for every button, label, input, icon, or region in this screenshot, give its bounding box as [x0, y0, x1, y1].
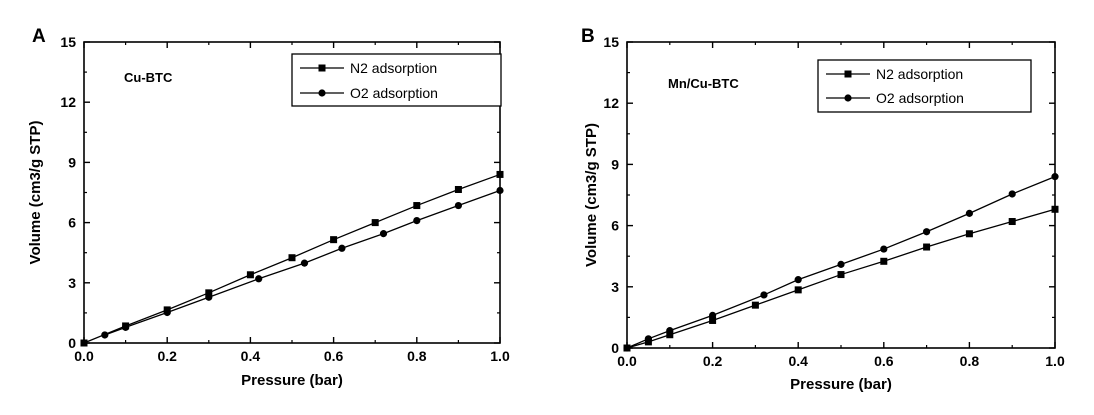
data-point — [496, 186, 504, 195]
y-tick-label: 12 — [603, 95, 619, 111]
legend-label: O2 adsorption — [876, 90, 964, 106]
x-tick-label: 1.0 — [490, 348, 510, 364]
data-point — [101, 331, 109, 339]
data-point — [454, 201, 462, 210]
data-point — [80, 339, 88, 347]
x-tick-label: 0.4 — [788, 353, 808, 369]
data-point — [644, 335, 653, 343]
x-axis-title: Pressure (bar) — [790, 376, 892, 393]
data-point — [1008, 218, 1016, 226]
legend-label: N2 adsorption — [350, 60, 437, 76]
data-point — [205, 289, 213, 297]
y-tick-label: 6 — [611, 218, 619, 234]
data-point — [1051, 205, 1059, 213]
series-circle — [623, 173, 1059, 352]
data-point — [709, 311, 717, 319]
data-point — [760, 291, 768, 299]
chart-panel-b: 0.0 0.2 0.4 0.6 0.8 1.0 0 3 6 9 12 15 Pressure (bar)… — [581, 26, 1065, 393]
data-point — [837, 260, 845, 268]
x-tick-label: 1.0 — [1045, 353, 1065, 369]
data-point — [965, 209, 974, 217]
data-point — [454, 185, 462, 193]
x-tick-label: 0.6 — [324, 348, 344, 364]
data-point — [338, 244, 346, 252]
y-tick-label: 9 — [611, 156, 619, 172]
panel-letter: A — [32, 26, 46, 47]
data-point — [751, 301, 759, 309]
data-point — [880, 245, 888, 253]
y-axis-title: Volume (cm3/g STP) — [583, 123, 600, 267]
data-point — [379, 230, 388, 238]
data-point — [496, 170, 504, 178]
x-tick-label: 0.2 — [157, 348, 177, 364]
legend-label: N2 adsorption — [876, 66, 963, 82]
data-point — [163, 308, 171, 317]
series-square — [623, 205, 1059, 352]
x-tick-label: 0.8 — [407, 348, 427, 364]
sample-label: Cu-BTC — [124, 70, 173, 85]
panel-letter: B — [581, 26, 595, 47]
data-point — [794, 276, 802, 284]
data-point — [923, 243, 931, 251]
legend: N2 adsorption O2 adsorption — [291, 53, 502, 107]
series-circle — [101, 186, 504, 339]
legend-marker — [844, 70, 852, 78]
data-point — [288, 254, 296, 262]
data-point — [330, 236, 338, 244]
y-tick-label: 15 — [603, 34, 619, 50]
data-point — [623, 344, 631, 352]
x-axis-title: Pressure (bar) — [241, 372, 343, 389]
x-tick-label: 0.2 — [703, 353, 723, 369]
x-tick-label: 0.4 — [241, 348, 261, 364]
legend-box — [817, 59, 1032, 113]
y-axis-title: Volume (cm3/g STP) — [27, 121, 44, 265]
data-point — [794, 286, 802, 294]
data-point — [255, 275, 263, 283]
data-point — [709, 316, 717, 324]
data-point — [371, 219, 379, 227]
data-point — [666, 327, 674, 335]
legend-marker — [318, 89, 326, 97]
x-tick-label: 0.0 — [617, 353, 637, 369]
x-tick-label: 0.8 — [960, 353, 980, 369]
x-tick-label: 0.0 — [74, 348, 94, 364]
y-tick-label: 3 — [68, 275, 76, 291]
data-point — [300, 259, 309, 267]
data-point — [880, 257, 888, 265]
y-tick-label: 0 — [68, 335, 76, 351]
data-point — [923, 228, 931, 236]
data-point — [837, 271, 845, 279]
data-point — [205, 293, 213, 301]
data-point — [413, 216, 421, 225]
data-point — [122, 323, 130, 331]
y-tick-label: 9 — [68, 154, 76, 170]
data-point — [1008, 190, 1016, 198]
sample-label: Mn/Cu-BTC — [668, 76, 739, 91]
y-tick-label: 6 — [68, 215, 76, 231]
data-point — [246, 271, 254, 279]
legend-label: O2 adsorption — [350, 85, 438, 101]
x-tick-label: 0.6 — [874, 353, 894, 369]
legend-marker — [318, 64, 326, 72]
y-tick-label: 0 — [611, 340, 619, 356]
series-line — [626, 176, 1056, 349]
y-tick-label: 12 — [60, 94, 76, 110]
y-tick-label: 15 — [60, 34, 76, 50]
y-tick-label: 3 — [611, 279, 619, 295]
legend: N2 adsorption O2 adsorption — [817, 59, 1032, 113]
data-point — [666, 331, 674, 339]
data-point — [1051, 173, 1059, 181]
chart-panel-a: 0.0 0.2 0.4 0.6 0.8 1.0 0 3 6 9 12 15 Pressure (bar)… — [27, 26, 510, 389]
legend-box — [291, 53, 502, 107]
data-point — [965, 230, 973, 238]
data-point — [413, 202, 421, 210]
legend-marker — [844, 94, 852, 102]
series-line — [626, 208, 1056, 349]
